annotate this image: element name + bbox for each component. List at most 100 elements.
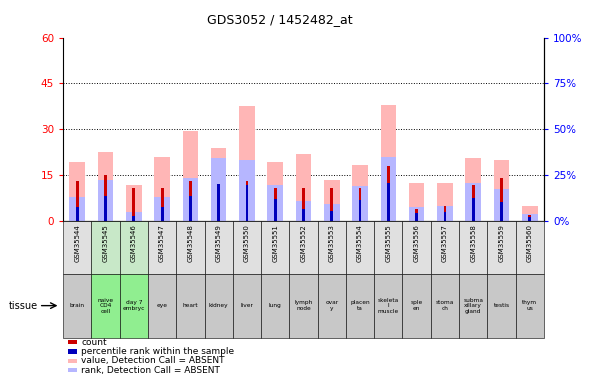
Bar xyxy=(352,186,368,221)
Bar xyxy=(274,188,276,221)
Bar xyxy=(387,166,390,221)
Bar xyxy=(465,183,481,221)
Text: GSM35554: GSM35554 xyxy=(357,224,363,262)
Bar xyxy=(160,207,163,221)
Bar xyxy=(387,183,390,221)
Text: heart: heart xyxy=(183,303,198,308)
Text: GSM35551: GSM35551 xyxy=(272,224,278,262)
Text: GSM35557: GSM35557 xyxy=(442,224,448,262)
Bar xyxy=(444,212,447,221)
Text: GSM35558: GSM35558 xyxy=(470,224,476,262)
Bar xyxy=(487,221,516,274)
Bar xyxy=(302,209,305,221)
Text: day 7
embryc: day 7 embryc xyxy=(123,300,145,311)
Bar xyxy=(204,274,233,338)
Text: liver: liver xyxy=(240,303,254,308)
Bar xyxy=(176,221,204,274)
Text: lung: lung xyxy=(269,303,282,308)
Text: GSM35548: GSM35548 xyxy=(188,224,194,262)
Bar xyxy=(211,159,227,221)
Bar xyxy=(267,184,283,221)
Bar xyxy=(211,148,227,221)
Text: thym
us: thym us xyxy=(522,300,537,311)
Bar xyxy=(261,221,289,274)
Bar xyxy=(98,152,114,221)
Text: GSM35560: GSM35560 xyxy=(526,224,532,262)
Bar xyxy=(444,206,447,221)
Bar xyxy=(346,221,374,274)
Text: GDS3052 / 1452482_at: GDS3052 / 1452482_at xyxy=(207,13,352,26)
Bar xyxy=(374,274,403,338)
Bar xyxy=(217,184,220,221)
Bar xyxy=(154,197,170,221)
Bar xyxy=(437,183,453,221)
Text: placen
ta: placen ta xyxy=(350,300,370,311)
Bar xyxy=(189,182,192,221)
Bar xyxy=(160,188,163,221)
Bar xyxy=(148,274,176,338)
Bar xyxy=(274,199,276,221)
Bar xyxy=(176,274,204,338)
Bar xyxy=(465,159,481,221)
Text: naive
CD4
cell: naive CD4 cell xyxy=(97,298,114,314)
Bar xyxy=(289,274,318,338)
Bar xyxy=(76,182,79,221)
Bar xyxy=(359,200,361,221)
Bar xyxy=(132,188,135,221)
Bar xyxy=(104,196,107,221)
Text: GSM35549: GSM35549 xyxy=(216,224,222,262)
Bar xyxy=(431,221,459,274)
Text: brain: brain xyxy=(70,303,85,308)
Bar xyxy=(126,212,142,221)
Text: tissue: tissue xyxy=(9,301,38,310)
Bar xyxy=(204,221,233,274)
Bar xyxy=(91,274,120,338)
Bar xyxy=(246,182,248,221)
Bar xyxy=(296,201,311,221)
Bar xyxy=(318,221,346,274)
Bar xyxy=(154,157,170,221)
Bar xyxy=(459,221,487,274)
Bar xyxy=(233,221,261,274)
Bar xyxy=(403,274,431,338)
Text: GSM35559: GSM35559 xyxy=(498,224,504,262)
Text: subma
xillary
gland: subma xillary gland xyxy=(463,298,483,314)
Bar xyxy=(239,160,255,221)
Bar xyxy=(189,195,192,221)
Bar xyxy=(63,274,91,338)
Text: GSM35544: GSM35544 xyxy=(75,224,81,262)
Bar xyxy=(346,274,374,338)
Bar xyxy=(289,221,318,274)
Text: sple
en: sple en xyxy=(410,300,423,311)
Text: ovar
y: ovar y xyxy=(325,300,338,311)
Bar xyxy=(98,180,114,221)
Bar xyxy=(522,206,537,221)
Bar xyxy=(239,106,255,221)
Bar xyxy=(68,368,76,372)
Bar xyxy=(183,178,198,221)
Text: GSM35545: GSM35545 xyxy=(103,224,109,262)
Bar xyxy=(409,183,424,221)
Bar xyxy=(132,216,135,221)
Bar xyxy=(267,162,283,221)
Bar xyxy=(148,221,176,274)
Bar xyxy=(324,204,340,221)
Text: GSM35550: GSM35550 xyxy=(244,224,250,262)
Bar xyxy=(331,211,333,221)
Bar xyxy=(415,213,418,221)
Text: skeleta
l
muscle: skeleta l muscle xyxy=(377,298,399,314)
Text: eye: eye xyxy=(157,303,168,308)
Bar xyxy=(68,359,76,363)
Bar xyxy=(63,221,91,274)
Bar xyxy=(91,221,120,274)
Text: GSM35546: GSM35546 xyxy=(131,224,137,262)
Bar xyxy=(183,131,198,221)
Text: kidney: kidney xyxy=(209,303,228,308)
Bar xyxy=(380,157,396,221)
Text: value, Detection Call = ABSENT: value, Detection Call = ABSENT xyxy=(81,356,225,365)
Bar xyxy=(528,215,531,221)
Bar xyxy=(68,350,76,354)
Bar xyxy=(437,206,453,221)
Bar xyxy=(120,274,148,338)
Bar xyxy=(403,221,431,274)
